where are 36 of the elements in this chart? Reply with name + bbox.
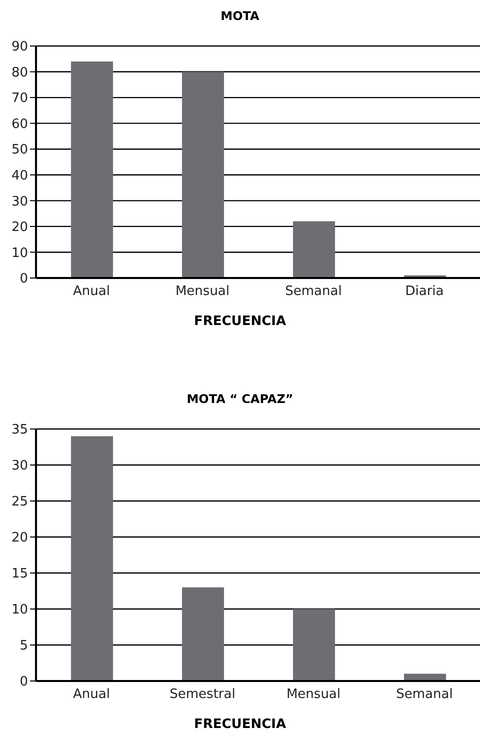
- x-tick-label: Anual: [73, 284, 110, 300]
- bar: [71, 61, 113, 278]
- y-tick-label: 20: [11, 220, 28, 236]
- bar: [293, 609, 335, 681]
- y-tick-label: 15: [11, 566, 28, 582]
- bar: [182, 72, 224, 278]
- x-tick-label: Mensual: [175, 284, 230, 300]
- bar: [182, 587, 224, 681]
- y-tick-label: 0: [20, 674, 28, 690]
- y-tick-label: 10: [11, 246, 28, 261]
- y-tick-label: 60: [11, 116, 28, 132]
- y-tick-label: 40: [11, 168, 28, 184]
- x-tick-label: Mensual: [286, 687, 341, 702]
- bar: [293, 221, 335, 278]
- x-tick-label: Diaria: [405, 284, 444, 300]
- y-tick-label: 80: [11, 65, 28, 80]
- x-tick-label: Semestral: [170, 687, 236, 702]
- y-tick-label: 35: [11, 422, 28, 438]
- x-axis-title: FRECUENCIA: [192, 717, 288, 732]
- y-tick-label: 20: [11, 530, 28, 546]
- y-tick-label: 10: [11, 602, 28, 618]
- y-tick-label: 25: [11, 494, 28, 510]
- y-tick-label: 0: [20, 272, 28, 287]
- chart-title: MOTA: [220, 8, 260, 25]
- x-tick-label: Anual: [73, 687, 110, 702]
- y-tick-label: 30: [11, 458, 28, 474]
- x-tick-label: Semanal: [396, 687, 453, 702]
- y-tick-label: 90: [11, 40, 28, 55]
- y-tick-label: 70: [11, 91, 28, 106]
- y-tick-label: 30: [11, 194, 28, 210]
- x-axis-title: FRECUENCIA: [192, 314, 288, 329]
- chart-title: MOTA “ CAPAZ”: [186, 391, 294, 408]
- bar: [71, 436, 113, 681]
- x-tick-label: Semanal: [285, 284, 342, 300]
- y-tick-label: 50: [11, 142, 28, 158]
- y-tick-label: 5: [20, 638, 28, 654]
